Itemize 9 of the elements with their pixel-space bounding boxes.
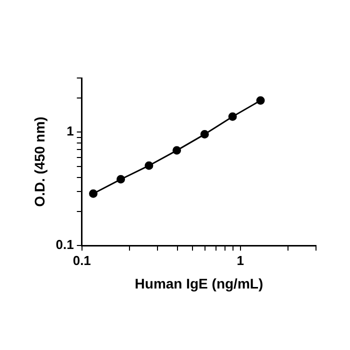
y-axis-title: O.D. (450 nm) [31, 116, 48, 207]
point [200, 130, 209, 139]
point [256, 96, 265, 105]
point [144, 161, 154, 170]
point [89, 189, 98, 198]
x-axis-title: Human IgE (ng/mL) [134, 275, 264, 292]
point [228, 112, 237, 121]
point [116, 175, 126, 184]
point [172, 146, 182, 155]
